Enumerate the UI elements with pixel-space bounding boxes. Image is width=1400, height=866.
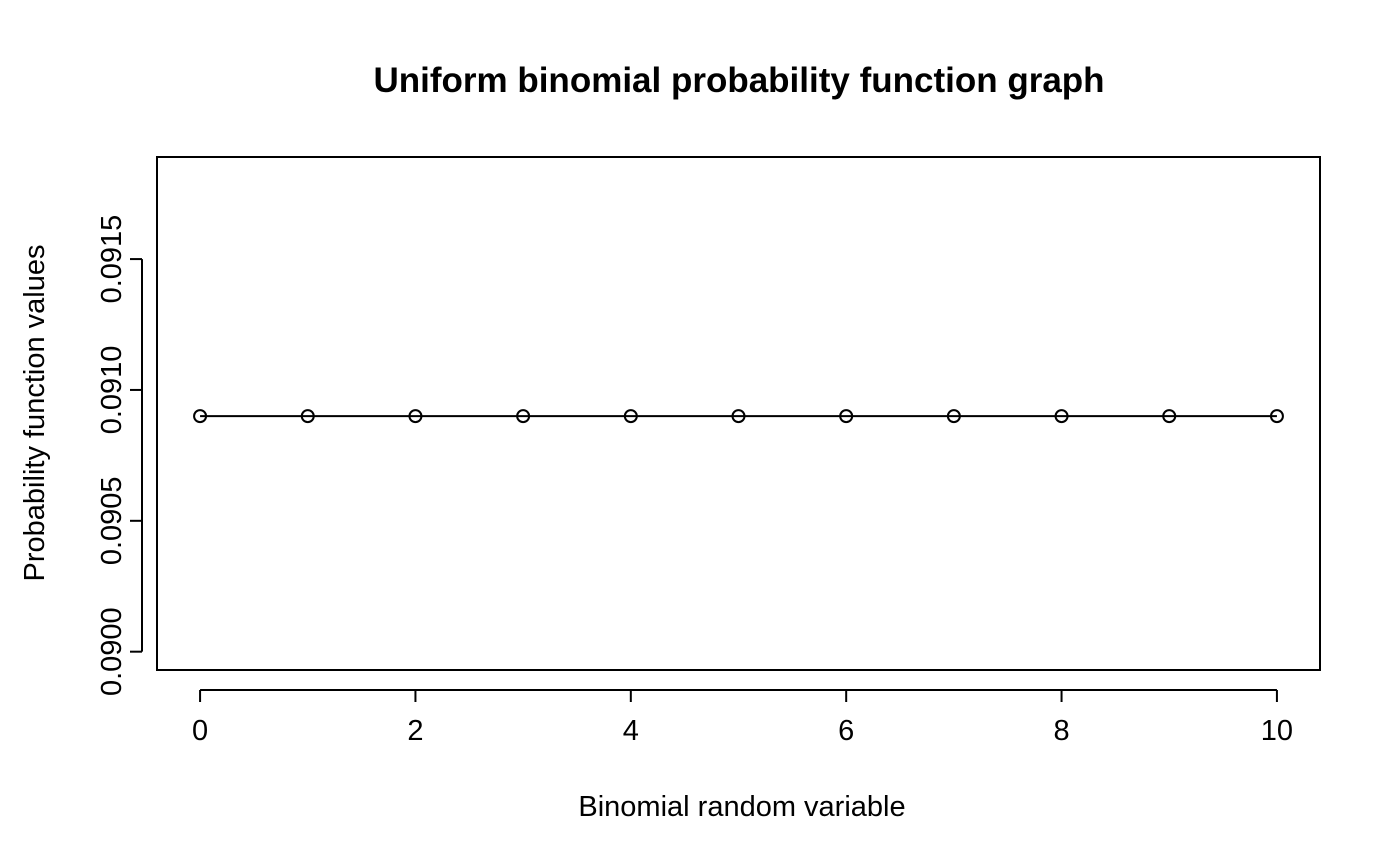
x-tick-label: 10	[1261, 715, 1293, 747]
data-point	[1162, 409, 1177, 424]
data-point	[623, 409, 638, 424]
y-tick-label: 0.0905	[96, 476, 128, 565]
x-tick-label: 8	[1053, 715, 1069, 747]
data-point	[839, 409, 854, 424]
data-point	[300, 409, 315, 424]
x-axis: 0 2 4 6 8 10	[192, 689, 1293, 747]
data-point	[731, 409, 746, 424]
x-tick-label: 0	[192, 715, 208, 747]
data-point	[946, 409, 961, 424]
y-tick-label: 0.0910	[96, 346, 128, 435]
data-point	[193, 409, 208, 424]
y-axis: 0.0900 0.0905 0.0910 0.0915	[96, 215, 143, 696]
chart-title: Uniform binomial probability function gr…	[373, 61, 1104, 100]
y-axis-label: Probability function values	[19, 245, 51, 582]
y-tick-label: 0.0900	[96, 607, 128, 696]
x-axis-label: Binomial random variable	[578, 791, 905, 823]
x-tick-label: 2	[407, 715, 423, 747]
x-tick-label: 4	[623, 715, 639, 747]
plot-frame	[156, 156, 1321, 671]
data-point	[1269, 409, 1284, 424]
data-point	[408, 409, 423, 424]
data-point	[1054, 409, 1069, 424]
data-point	[516, 409, 531, 424]
series	[193, 409, 1284, 424]
y-tick-label: 0.0915	[96, 215, 128, 304]
x-tick-label: 6	[838, 715, 854, 747]
